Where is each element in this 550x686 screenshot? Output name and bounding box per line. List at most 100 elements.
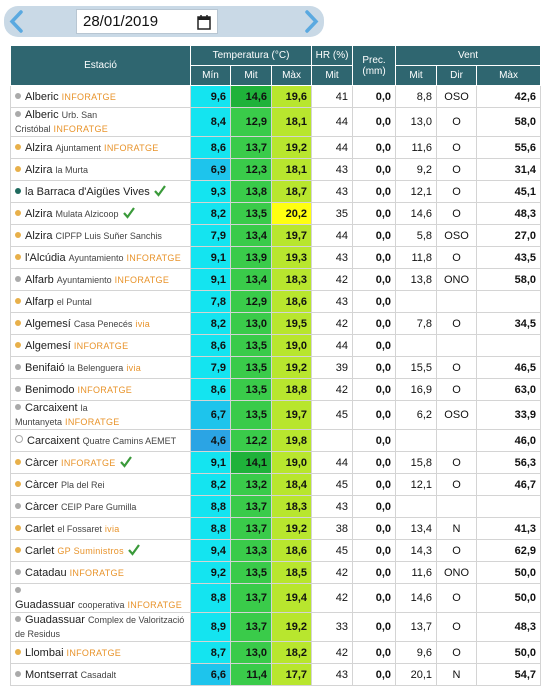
station-cell: Carcaixent la Muntanyeta INFORATGE — [10, 400, 191, 430]
value-cell: O — [436, 612, 478, 642]
value-cell: 9,2 — [395, 158, 438, 181]
value-cell: 15,5 — [395, 356, 438, 379]
value-cell: 13,7 — [395, 612, 438, 642]
station-brand: INFORATGE — [126, 252, 182, 263]
value-cell: 4,6 — [190, 429, 231, 452]
value-cell: 45 — [311, 473, 354, 496]
station-cell: Alzira CIPFP Luis Suñer Sanchis — [10, 224, 191, 247]
value-cell — [436, 429, 478, 452]
date-bar: 28/01/2019 — [4, 6, 324, 37]
station-name: Alfarb — [25, 273, 54, 286]
header-wind: Vent — [395, 45, 542, 66]
value-cell: 18,1 — [270, 107, 313, 137]
value-cell: 20,2 — [270, 202, 313, 225]
value-cell: 17,7 — [270, 663, 313, 686]
value-cell: 8,4 — [190, 107, 231, 137]
value-cell: 9,6 — [190, 85, 231, 108]
value-cell: 7,9 — [190, 356, 231, 379]
station-row: l'Alcúdia Ayuntamiento INFORATGE 9,1 13,9 19,… — [10, 246, 542, 269]
station-row: Carcaixent la Muntanyeta INFORATGE 6,7 13,5 1… — [10, 400, 542, 430]
sub-header: Màx — [476, 65, 542, 86]
value-cell: OSO — [436, 224, 478, 247]
value-cell: 0,0 — [352, 473, 397, 496]
value-cell: 0,0 — [352, 158, 397, 181]
status-dot — [15, 524, 21, 531]
value-cell: 19,0 — [270, 451, 313, 474]
value-cell: 48,3 — [476, 202, 542, 225]
value-cell: 58,0 — [476, 268, 542, 291]
value-cell: 0,0 — [352, 400, 397, 430]
value-cell: 0,0 — [352, 85, 397, 108]
station-name: l'Alcúdia — [25, 251, 66, 264]
station-name: la Barraca d'Aigües Vives — [25, 185, 150, 198]
value-cell: 0,0 — [352, 356, 397, 379]
next-day[interactable] — [300, 9, 322, 34]
station-sub: Urb. San Cristóbal — [15, 110, 98, 134]
station-row: Benimodo INFORATGE 8,6 13,5 18,8 42 0,0 16,9 O 63… — [10, 378, 542, 401]
value-cell: O — [436, 158, 478, 181]
value-cell: 43 — [311, 158, 354, 181]
value-cell: 45 — [311, 539, 354, 562]
calendar-icon[interactable] — [197, 14, 211, 30]
value-cell: 5,8 — [395, 224, 438, 247]
prev-day[interactable] — [6, 9, 28, 34]
value-cell: 14,6 — [395, 583, 438, 613]
station-name: Carlet — [25, 544, 55, 557]
value-cell: 6,2 — [395, 400, 438, 430]
value-cell: 14,3 — [395, 539, 438, 562]
value-cell: 34,5 — [476, 312, 542, 335]
value-cell: 8,2 — [190, 202, 231, 225]
value-cell: 13,0 — [230, 312, 272, 335]
station-sub: Complex de Valorització de Residus — [15, 615, 185, 639]
station-brand: INFORATGE — [61, 457, 116, 468]
value-cell: O — [436, 583, 478, 613]
station-cell: Benimodo INFORATGE — [10, 378, 191, 401]
value-cell: 18,6 — [270, 539, 313, 562]
value-cell: 8,8 — [190, 495, 231, 518]
station-row: Càrcer Pla del Rei 8,2 13,2 18,4 45 0,0 12,1 O 46… — [10, 473, 542, 496]
value-cell: 19,5 — [270, 312, 313, 335]
value-cell: 13,5 — [230, 334, 272, 357]
value-cell: 13,5 — [230, 378, 272, 401]
status-dot — [15, 458, 21, 465]
value-cell: 13,0 — [230, 641, 272, 664]
value-cell: 19,2 — [270, 612, 313, 642]
station-cell: Algemesí INFORATGE — [10, 334, 191, 357]
station-name: Càrcer — [25, 478, 59, 491]
station-cell: Alzira Ajuntament INFORATGE — [10, 136, 191, 159]
status-dot — [15, 546, 21, 553]
value-cell: 18,3 — [270, 268, 313, 291]
value-cell: 41,3 — [476, 517, 542, 540]
value-cell: 45 — [311, 400, 354, 430]
station-name: Carcaixent — [25, 402, 78, 414]
value-cell: 0,0 — [352, 663, 397, 686]
value-cell: O — [436, 246, 478, 269]
value-cell: 13,5 — [230, 400, 272, 430]
station-cell: Carcaixent Quatre Camins AEMET — [10, 429, 191, 452]
value-cell: 8,8 — [395, 85, 438, 108]
value-cell: 11,8 — [395, 246, 438, 269]
value-cell: 43 — [311, 663, 354, 686]
value-cell: 42 — [311, 583, 354, 613]
value-cell: 0,0 — [352, 612, 397, 642]
value-cell: 12,9 — [230, 107, 272, 137]
date-input[interactable]: 28/01/2019 — [76, 9, 218, 34]
value-cell: 13,2 — [230, 473, 272, 496]
station-cell: Càrcer INFORATGE — [10, 451, 191, 474]
value-cell: 0,0 — [352, 268, 397, 291]
station-cell: Guadassuar Complex de Valorització de Res… — [10, 612, 191, 642]
value-cell: 42 — [311, 268, 354, 291]
value-cell: 0,0 — [352, 202, 397, 225]
value-cell: 9,1 — [190, 268, 231, 291]
station-row: Carlet el Fossaret ivia 8,8 13,7 19,2 38 0,0 13,… — [10, 517, 542, 540]
station-name: Alberic — [25, 90, 59, 103]
status-dot — [15, 648, 21, 655]
value-cell: 0,0 — [352, 517, 397, 540]
station-row: Algemesí Casa Penecés ivia 8,2 13,0 19,5 42 0,0… — [10, 312, 542, 335]
value-cell: 43 — [311, 495, 354, 518]
station-row: Alberic INFORATGE 9,6 14,6 19,6 41 0,0 8,8 OSO 42… — [10, 85, 542, 108]
value-cell: 0,0 — [352, 429, 397, 452]
station-brand: INFORATGE — [69, 567, 125, 578]
value-cell: 44 — [311, 107, 354, 137]
value-cell: 0,0 — [352, 451, 397, 474]
